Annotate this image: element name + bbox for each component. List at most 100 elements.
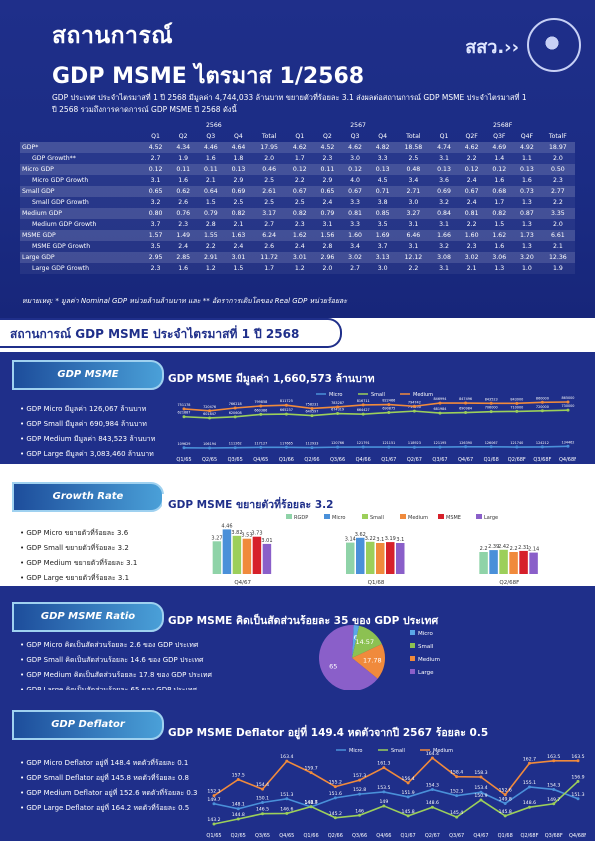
data-point [233,406,237,410]
bullet-item: GDP Small ขยายตัวที่ร้อยละ 3.2 [20,541,137,556]
bar-value-label: 2.14 [528,547,539,553]
table-cell: 1.0 [522,265,532,272]
column-header: Q1 [295,133,305,140]
table-cell: 0.82 [231,210,246,217]
legend-swatch [362,514,368,519]
data-point [527,805,531,809]
table-cell: 2.9 [322,177,333,184]
osmep-logo: สสว.›› [465,37,519,58]
table-cell: 1.73 [520,232,534,239]
data-point [361,412,365,416]
x-tick-label: Q2/68F [520,833,538,839]
bar [386,542,395,574]
table-cell: 0.11 [320,166,335,173]
table-cell: 1.66 [437,232,451,239]
table-cell: 2.0 [322,265,333,272]
table-cell: 2.4 [178,243,189,250]
data-label: 126390 [459,441,472,445]
bullet-item: GDP Small มีมูลค่า 690,984 ล้านบาท [20,417,155,432]
data-label: 157.5 [232,772,245,778]
table-cell: 0.87 [520,210,534,217]
legend-label: Large [484,515,498,521]
table-cell: 2.4 [233,243,244,250]
legend-swatch [476,514,482,519]
data-point [259,445,263,449]
legend-swatch [410,669,415,674]
data-point [382,790,386,794]
growth-rate-section: Growth Rate GDP MSME ขยายตัวที่ร้อยละ 3.… [0,464,595,586]
data-point [259,412,263,416]
table-cell: 2.96 [320,254,335,261]
table-cell: 0.13 [231,166,246,173]
series-line [183,445,569,449]
bar [222,529,232,574]
growth-rate-pill: Growth Rate [12,482,164,512]
table-cell: 0.68 [492,188,507,195]
table-cell: 3.01 [292,254,307,261]
x-tick-label: Q2/67 [407,457,422,463]
ratio-bullets: GDP Micro คิดเป็นสัดส่วนร้อยละ 2.6 ของ G… [20,638,212,698]
data-label: 145.4 [450,810,463,816]
data-point [479,790,483,794]
data-point [208,446,212,450]
data-point [284,412,288,416]
data-label: 751178 [178,403,191,407]
table-cell: 2.9 [233,177,244,184]
data-point [361,403,365,407]
bullet-item: GDP Micro มีมูลค่า 126,067 ล้านบาท [20,402,155,417]
x-tick-label: Q2/67 [425,833,440,839]
table-cell: 11.72 [260,254,278,261]
table-cell: 3.02 [348,254,362,261]
table-cell: 1.57 [148,232,163,239]
data-label: 816711 [357,399,370,403]
data-point [527,761,531,765]
data-label: 145.8 [402,809,415,815]
data-label: 159.7 [304,766,317,772]
table-cell: 0.12 [292,166,307,173]
data-label: 149.7 [207,797,220,803]
bar-value-label: 3.53 [241,533,252,539]
data-point [284,445,288,449]
x-tick-label: Q4/65 [253,457,268,463]
table-cell: 0.76 [176,210,191,217]
data-point [438,411,442,415]
x-tick-label: Q4/68F [569,833,586,839]
data-label: 153.5 [377,785,390,791]
table-cell: 0.81 [348,210,362,217]
data-label: 158.3 [474,770,487,776]
data-point [208,416,212,420]
table-cell: 1.62 [492,232,507,239]
data-label: 152.3 [450,789,463,795]
data-label: 620608 [229,411,242,415]
bullet-item: GDP Micro ขยายตัวที่ร้อยละ 3.6 [20,526,137,541]
data-label: 121151 [382,441,395,445]
data-point [208,409,212,413]
data-label: 151.6 [329,791,342,797]
data-point [552,802,556,806]
table-cell: 1.3 [522,221,532,228]
data-point [503,801,507,805]
data-point [503,814,507,818]
data-label: 164.4 [426,751,439,757]
legend-label: Micro [332,515,345,521]
data-label: 163.5 [547,754,560,760]
table-cell: 0.84 [437,210,451,217]
table-cell: 17.95 [260,144,278,151]
table-row: Micro GDP Growth 3.1 1.6 2.1 2.9 2.5 2.2 2.9 4.0… [20,175,575,186]
column-header: Q2 [178,133,188,140]
column-header: Q3 [350,133,360,140]
gdp-table: 2566 2567 2568F Q1 Q2 Q3 Q4 Total Q1 Q2 Q3 Q4 Tot… [20,120,575,274]
data-point [412,409,416,413]
bar-value-label: 3.01 [261,538,272,544]
data-label: 118923 [408,441,421,445]
column-header: Q1 [439,133,449,140]
table-cell: 3.8 [377,199,388,206]
column-header: Q2 [323,133,332,140]
legend-swatch [324,514,330,519]
legend-label: Medium [433,748,453,754]
x-tick-label: Q1/68 [484,457,499,463]
column-header: Q3 [206,133,216,140]
table-cell: 3.6 [439,177,449,184]
data-point [455,794,459,798]
table-cell: 2.5 [408,155,419,162]
